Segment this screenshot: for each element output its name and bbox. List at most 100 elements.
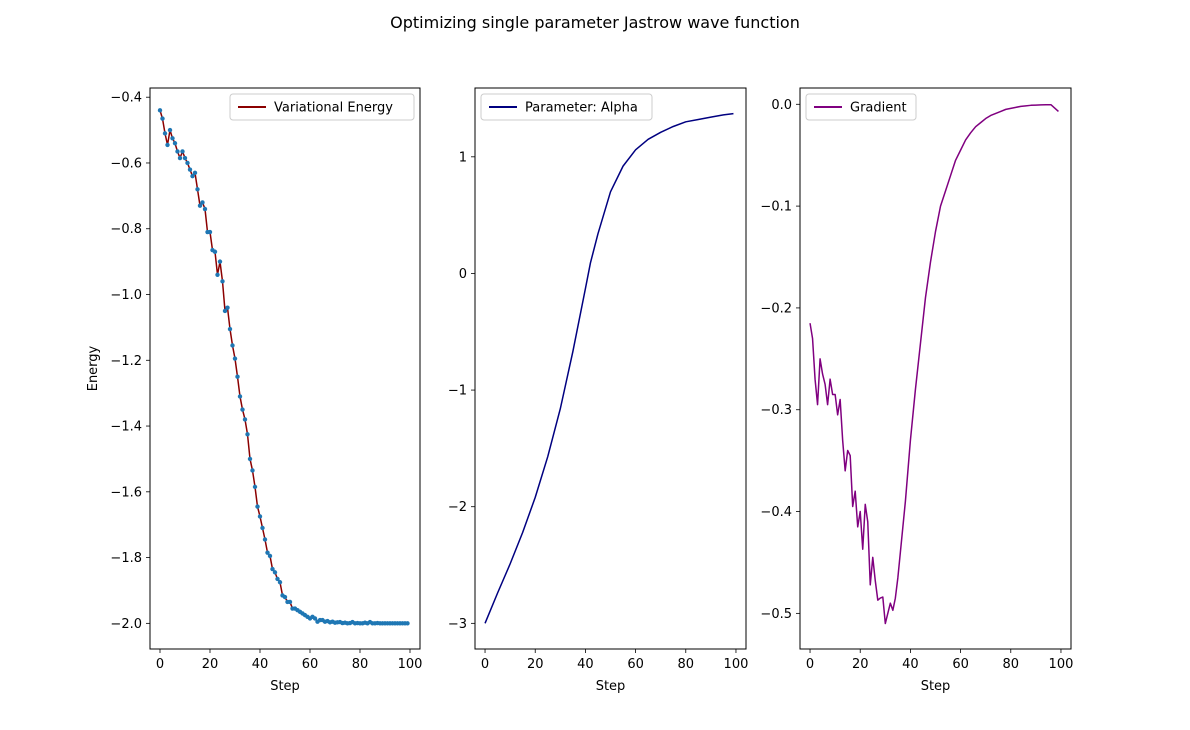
data-point — [267, 553, 273, 559]
data-point — [265, 550, 270, 555]
data-point — [187, 167, 193, 172]
data-point — [225, 305, 230, 310]
x-axis-label: Step — [921, 679, 951, 694]
legend: Parameter: Alpha — [480, 93, 653, 121]
data-point — [195, 187, 200, 192]
figure-title: Optimizing single parameter Jastrow wave… — [390, 13, 800, 32]
data-point — [242, 417, 248, 422]
y-tick-label: −0.2 — [760, 301, 792, 316]
data-point — [170, 136, 175, 141]
x-tick-label: 100 — [398, 657, 423, 672]
y-tick-label: −0.3 — [760, 403, 792, 418]
x-tick-label: 40 — [252, 657, 269, 672]
data-point — [240, 407, 245, 412]
series-line — [809, 103, 1059, 625]
data-point — [217, 259, 223, 264]
y-tick-label: 1 — [459, 150, 467, 165]
data-point — [270, 566, 275, 572]
data-point — [175, 149, 180, 154]
x-axis-label: Step — [596, 679, 626, 694]
y-tick-label: −0.1 — [760, 200, 792, 215]
data-point — [232, 356, 238, 361]
data-point — [260, 525, 265, 531]
y-tick-label: −1 — [448, 384, 467, 399]
data-point — [180, 149, 185, 154]
x-tick-label: 80 — [352, 657, 369, 672]
legend: Gradient — [805, 93, 917, 121]
y-tick-label: −0.8 — [110, 222, 142, 237]
data-point — [405, 621, 410, 626]
y-axis-label: Energy — [86, 345, 101, 391]
data-point — [160, 116, 165, 121]
y-tick-label: −0.6 — [110, 156, 142, 171]
x-tick-label: 60 — [302, 657, 319, 672]
data-point — [192, 170, 198, 176]
axes-frame — [149, 87, 421, 650]
x-tick-label: 0 — [806, 657, 814, 672]
data-point — [185, 160, 190, 166]
legend: Variational Energy — [229, 93, 415, 121]
x-tick-label: 100 — [724, 657, 749, 672]
x-tick-label: 60 — [627, 657, 644, 672]
axes-frame — [474, 87, 747, 650]
x-tick-label: 40 — [577, 657, 594, 672]
data-point — [230, 343, 235, 348]
data-point — [200, 200, 205, 205]
legend-box — [480, 93, 653, 121]
legend-box — [805, 93, 917, 121]
data-point — [287, 599, 293, 605]
data-point — [190, 173, 195, 179]
y-tick-label: −1.8 — [110, 551, 142, 566]
data-point — [177, 155, 183, 161]
x-axis-label: Step — [270, 679, 300, 694]
data-point — [162, 131, 168, 136]
subplot-2: 0 20 40 60 80 100 −3 −2 −1 0 1 Step Parameter: Alpha — [448, 87, 749, 694]
axes-frame — [799, 87, 1072, 650]
data-point — [157, 108, 163, 113]
data-point — [215, 272, 220, 277]
data-point — [207, 229, 213, 235]
y-tick-label: 0.0 — [771, 98, 792, 113]
data-point — [165, 142, 170, 148]
data-point — [212, 249, 218, 254]
data-point — [272, 570, 278, 575]
series-line — [484, 112, 734, 624]
data-point — [235, 374, 240, 379]
x-tick-label: 20 — [202, 657, 219, 672]
y-tick-label: −0.5 — [760, 607, 792, 622]
data-point — [275, 576, 280, 582]
x-tick-label: 80 — [678, 657, 695, 672]
series-1 — [157, 108, 410, 626]
plot-area — [150, 88, 420, 649]
data-point — [172, 141, 178, 146]
y-tick-label: −0.4 — [110, 91, 142, 106]
y-tick-label: −1.2 — [110, 354, 142, 369]
x-tick-label: 0 — [156, 657, 164, 672]
data-point — [197, 203, 203, 208]
y-tick-label: 0 — [459, 267, 467, 282]
plot-area — [475, 88, 746, 649]
legend-label: Variational Energy — [274, 101, 393, 116]
y-tick-label: −1.6 — [110, 485, 142, 500]
data-point — [250, 468, 255, 473]
data-point — [252, 484, 258, 490]
y-tick-label: −3 — [448, 617, 467, 632]
legend-label: Gradient — [850, 101, 907, 116]
y-tick-label: −1.0 — [110, 288, 142, 303]
x-tick-label: 0 — [481, 657, 489, 672]
x-tick-label: 20 — [852, 657, 869, 672]
series-1 — [484, 112, 734, 624]
data-point — [167, 127, 173, 133]
data-point — [282, 594, 288, 600]
data-point — [202, 206, 208, 212]
x-tick-label: 20 — [527, 657, 544, 672]
subplots: 0 20 40 60 80 100−2.0−1.8−1.6−1.4−1.2−1.0−0.8… — [86, 87, 1073, 694]
data-point — [237, 394, 243, 399]
data-point — [182, 155, 188, 161]
plot-area — [800, 88, 1071, 649]
subplot-1: 0 20 40 60 80 100 −2.0 −1.8 −1.6 −1.4 −1.2 −1.0 −0.8… — [86, 87, 423, 694]
data-point — [247, 456, 253, 462]
data-point — [312, 616, 318, 621]
data-point — [255, 504, 260, 509]
